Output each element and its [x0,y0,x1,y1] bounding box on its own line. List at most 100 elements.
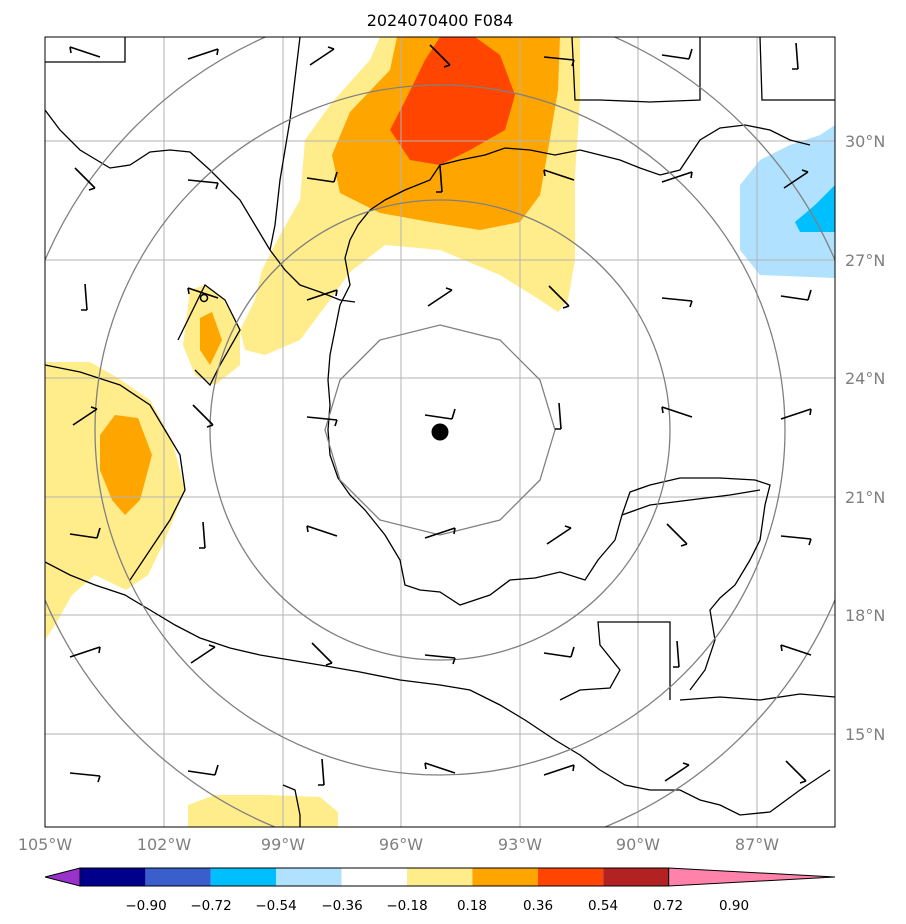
wind-barb [673,640,680,668]
wind-barb [780,644,812,656]
longitude-labels: 105°W 102°W 99°W 96°W 93°W 90°W 87°W [18,835,779,854]
colorbar-segment [276,868,342,886]
map-frame [44,36,836,828]
us-state-border [759,37,835,101]
map-title: 2024070400 F084 [367,11,514,30]
wind-barb [427,287,453,307]
coastlines [45,37,835,827]
range-ring-6deg [94,84,786,776]
colorbar-segment [603,868,669,886]
mexico-inner-border [177,284,241,387]
wind-barb [429,44,451,68]
wind-barb [69,527,101,539]
wind-barb [792,42,799,70]
colorbar-extend-min [44,867,81,887]
colorbar-tick-label: 0.90 [719,898,749,914]
us-state-border [45,37,126,63]
colorbar-segment [407,868,473,886]
wind-barb [187,48,219,60]
wind-barb [72,406,98,426]
wind-barb [546,525,572,545]
colorbar-segment [472,868,538,886]
colorbar-tick-label: 0.36 [523,898,553,914]
colorbar-tick-label: −0.36 [321,898,362,914]
wind-barb [661,171,693,183]
colorbar-segment [145,868,211,886]
wind-barb [190,644,216,664]
wind-barb [199,521,206,549]
wind-barb [187,764,219,776]
colorbar-tick-label: −0.90 [125,898,166,914]
us-state-border [269,37,301,251]
lat-label: 21°N [845,488,885,507]
colorbar-segment [537,868,604,886]
colorbar-tick-label: 0.54 [588,898,618,914]
wind-barb [661,48,693,60]
colorbar-segment [210,868,277,886]
colorbar [44,867,836,887]
wind-barb [661,297,693,308]
wind-barb [311,642,333,666]
wind-barb [780,535,812,546]
wind-barb [318,758,325,786]
positive-anomaly-orange [100,415,152,515]
wind-barb [309,46,335,66]
lon-label: 90°W [616,835,660,854]
lon-label: 102°W [137,835,192,854]
lat-label: 27°N [845,251,885,270]
range-rings [45,37,835,827]
positive-anomaly-orange [200,312,222,365]
wind-barb [306,289,338,301]
wind-barb [192,404,214,428]
negative-anomaly-blue [795,185,835,232]
wind-barb [664,762,690,782]
wind-barb [543,764,575,776]
range-ring-4deg [209,199,671,661]
wind-barb [187,287,219,299]
colorbar-tick-label: −0.18 [386,898,427,914]
central-america-border [559,621,671,701]
storm-center-marker [431,423,449,441]
lat-label: 18°N [845,606,885,625]
wind-barb [780,289,812,301]
negative-anomaly-light [740,125,835,278]
wind-barb [81,283,88,311]
wind-barb [785,760,807,784]
colorbar-extend-max [668,867,836,887]
wind-barb [306,171,338,183]
lon-label: 105°W [18,835,73,854]
wind-barb [69,46,101,58]
yucatan-coast [621,489,761,516]
mexico-state-border [282,784,301,827]
wind-barb [783,169,809,189]
lat-label: 15°N [845,725,885,744]
positive-anomaly-red [390,37,515,165]
lon-label: 87°W [735,835,779,854]
wind-barb [666,523,688,547]
colorbar-segment [341,868,407,886]
map-plot-area [45,37,835,827]
wind-barbs [69,42,812,786]
colorbar-outline [79,867,670,887]
wind-barb [187,179,219,190]
colorbar-tick-label: 0.18 [457,898,487,914]
wind-barb [424,654,456,665]
wind-barb [780,408,812,420]
honduras-coast [679,693,835,701]
wind-barb [555,402,562,430]
gulf-coast-texas [327,147,771,691]
colorbar-tick-label: −0.54 [255,898,296,914]
wind-barb [548,285,570,309]
wind-barb [424,408,456,420]
colorbar-tick-labels: −0.90 −0.72 −0.54 −0.36 −0.18 0.18 0.36 … [125,898,749,914]
wind-barb [69,772,101,783]
wind-barb [543,56,575,67]
city-marker [199,293,209,303]
wind-barb [543,646,575,658]
wind-barb [424,527,456,539]
wind-barb [661,406,693,418]
wind-barb [306,416,338,427]
lon-label: 93°W [498,835,542,854]
mexico-west-coast [45,561,831,816]
